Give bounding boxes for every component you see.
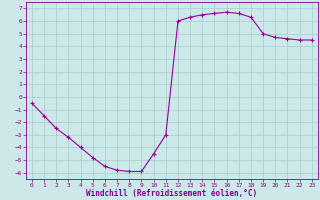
X-axis label: Windchill (Refroidissement éolien,°C): Windchill (Refroidissement éolien,°C) bbox=[86, 189, 258, 198]
